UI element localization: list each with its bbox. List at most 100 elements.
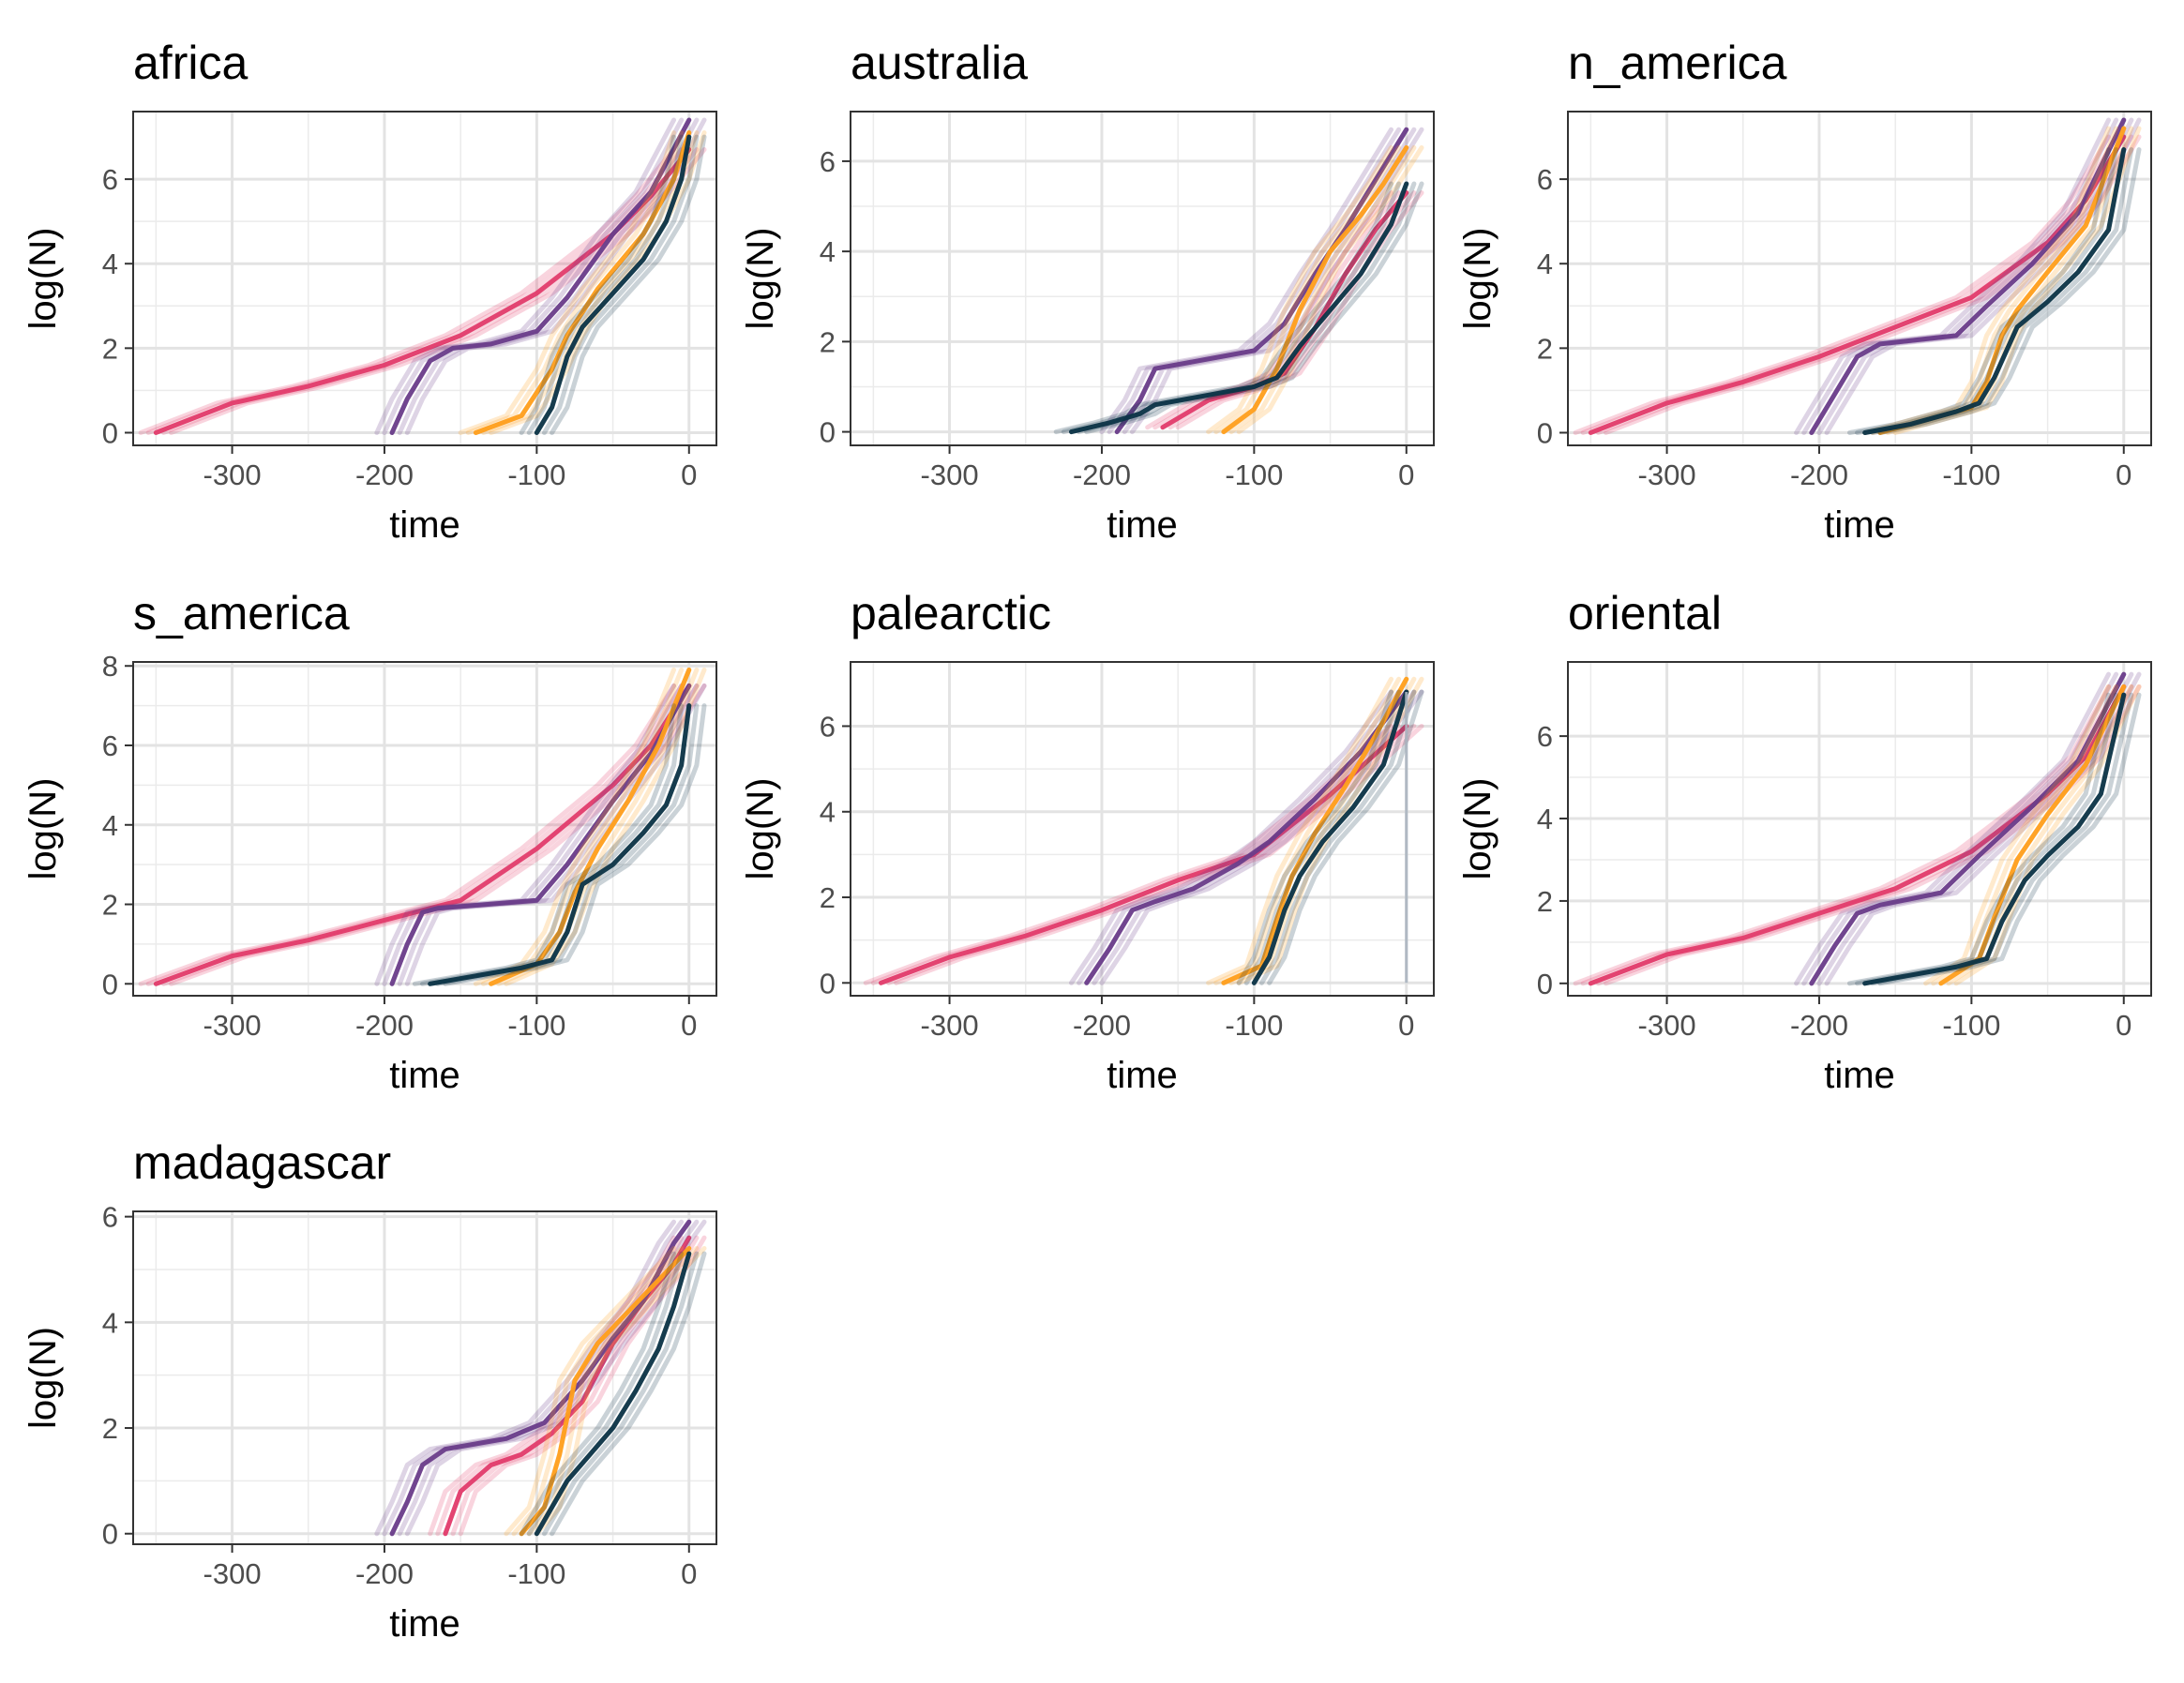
series-line-orange-ensemble	[1236, 144, 1424, 435]
series-line-navy-ensemble	[541, 134, 700, 435]
y-axis-label: log(N)	[23, 1327, 64, 1429]
x-tick-label: -100	[507, 458, 565, 491]
series-line-orange-ensemble	[1228, 144, 1417, 435]
x-tick-label: 0	[1398, 458, 1414, 491]
y-tick-label: 6	[102, 163, 118, 196]
panel-border	[132, 661, 717, 997]
series-line-purple-ensemble	[404, 683, 707, 986]
series-group	[1053, 127, 1424, 435]
y-tick-label: 4	[1537, 803, 1553, 835]
y-tick-label: 2	[820, 881, 836, 914]
y-tick-label: 2	[102, 889, 118, 922]
series-line-purple-ensemble	[1077, 689, 1402, 985]
x-tick-label: -300	[203, 458, 262, 491]
panel-border	[850, 111, 1435, 446]
series-line-orange-ensemble	[1953, 684, 2142, 986]
y-tick-label: 6	[820, 710, 836, 743]
series-line-orange-ensemble	[1228, 676, 1417, 985]
panel-palearctic: -300 -200 -100 0 0 2 4 6 palearctic time log(N)	[740, 587, 1435, 1096]
x-tick-label: -300	[203, 1009, 262, 1042]
y-tick-label: 2	[1537, 885, 1553, 918]
series-line-purple-ensemble	[374, 117, 677, 435]
series-line-orange-ensemble	[511, 1245, 685, 1537]
series-line-navy-ensemble	[526, 1251, 685, 1537]
y-tick-label: 4	[102, 248, 118, 280]
x-axis-label: time	[1107, 504, 1178, 546]
series-line-orange-ensemble	[481, 667, 685, 986]
series-line-purple	[1809, 671, 2127, 986]
panel-background	[1568, 662, 2151, 996]
y-tick-label: 6	[820, 145, 836, 178]
x-tick-label: -100	[507, 1557, 565, 1590]
panel-border	[1567, 111, 2152, 446]
y-tick-label: 0	[820, 416, 836, 449]
series-line-navy-ensemble	[550, 134, 707, 435]
series-line-navy-ensemble	[1236, 689, 1394, 985]
series-line-orange-ensemble	[1870, 126, 2119, 435]
series-group	[863, 676, 1424, 985]
y-tick-label: 8	[102, 650, 118, 683]
series-line-orange-ensemble	[1931, 684, 2119, 986]
series-line-orange-ensemble	[1862, 126, 2112, 435]
series-line-navy-ensemble	[1877, 147, 2142, 435]
x-tick-label: -300	[1638, 1009, 1696, 1042]
series-line-purple	[1114, 127, 1409, 435]
series-line-pink-ensemble	[138, 147, 677, 435]
panel-title: n_america	[1568, 37, 1787, 89]
y-tick-label: 4	[102, 1306, 118, 1339]
panel-background	[133, 1211, 716, 1544]
series-line-orange-ensemble	[1923, 684, 2112, 986]
y-axis-label: log(N)	[740, 778, 781, 880]
series-line-navy-ensemble	[443, 703, 707, 986]
series-line-navy-ensemble	[519, 134, 677, 435]
series-line-navy-ensemble	[541, 1251, 700, 1537]
panel-border	[132, 1210, 717, 1545]
y-tick-label: 2	[102, 332, 118, 365]
y-tick-label: 2	[1537, 332, 1553, 365]
series-group	[138, 117, 707, 435]
panel-madagascar: -300 -200 -100 0 0 2 4 6 madagascar time log(N)	[23, 1136, 717, 1645]
y-tick-label: 0	[102, 968, 118, 1000]
series-line-orange	[1221, 676, 1409, 985]
x-axis-label: time	[389, 1055, 460, 1096]
series-line-navy	[1068, 181, 1409, 435]
series-line-orange-ensemble	[1213, 676, 1402, 985]
y-axis-label: log(N)	[1457, 778, 1499, 880]
series-line-orange-ensemble	[473, 667, 677, 986]
panel-title: australia	[851, 37, 1028, 89]
series-group	[1573, 671, 2142, 986]
x-tick-label: -100	[1225, 1009, 1283, 1042]
panel-border	[1567, 661, 2152, 997]
series-line-purple-ensemble	[1107, 127, 1402, 435]
series-line-orange	[519, 1245, 692, 1537]
series-line-orange-ensemble	[1206, 144, 1394, 435]
series-line-purple-ensemble	[1816, 671, 2134, 986]
panel-africa: -300 -200 -100 0 0 2 4 6 africa time log(N)	[23, 37, 717, 546]
series-line-navy-ensemble	[1877, 692, 2142, 986]
y-tick-label: 6	[1537, 163, 1553, 196]
series-line-pink-ensemble	[1573, 134, 2112, 435]
series-line-purple-ensemble	[1824, 117, 2142, 435]
y-tick-label: 6	[102, 729, 118, 762]
series-line-purple-ensemble	[374, 1219, 677, 1537]
x-axis-label: time	[1107, 1055, 1178, 1096]
series-line-pink	[1160, 190, 1409, 430]
series-line-orange-ensemble	[534, 1245, 707, 1537]
y-tick-label: 4	[102, 809, 118, 842]
panel-title: palearctic	[851, 587, 1051, 639]
x-axis-label: time	[1824, 504, 1895, 546]
series-line-purple	[389, 117, 692, 435]
series-line-orange	[473, 130, 692, 435]
series-line-orange-ensemble	[458, 130, 677, 435]
x-axis-label: time	[389, 1603, 460, 1645]
y-tick-label: 4	[820, 235, 836, 268]
series-line-pink-ensemble	[458, 1235, 707, 1537]
series-line-navy	[1251, 689, 1409, 985]
series-line-orange-ensemble	[504, 1245, 677, 1537]
series-line-navy-ensemble	[1053, 181, 1394, 435]
x-tick-label: -200	[1073, 458, 1131, 491]
panel-background	[133, 112, 716, 445]
series-line-orange-ensemble	[1236, 676, 1424, 985]
series-line-pink-ensemble	[1604, 684, 2142, 986]
